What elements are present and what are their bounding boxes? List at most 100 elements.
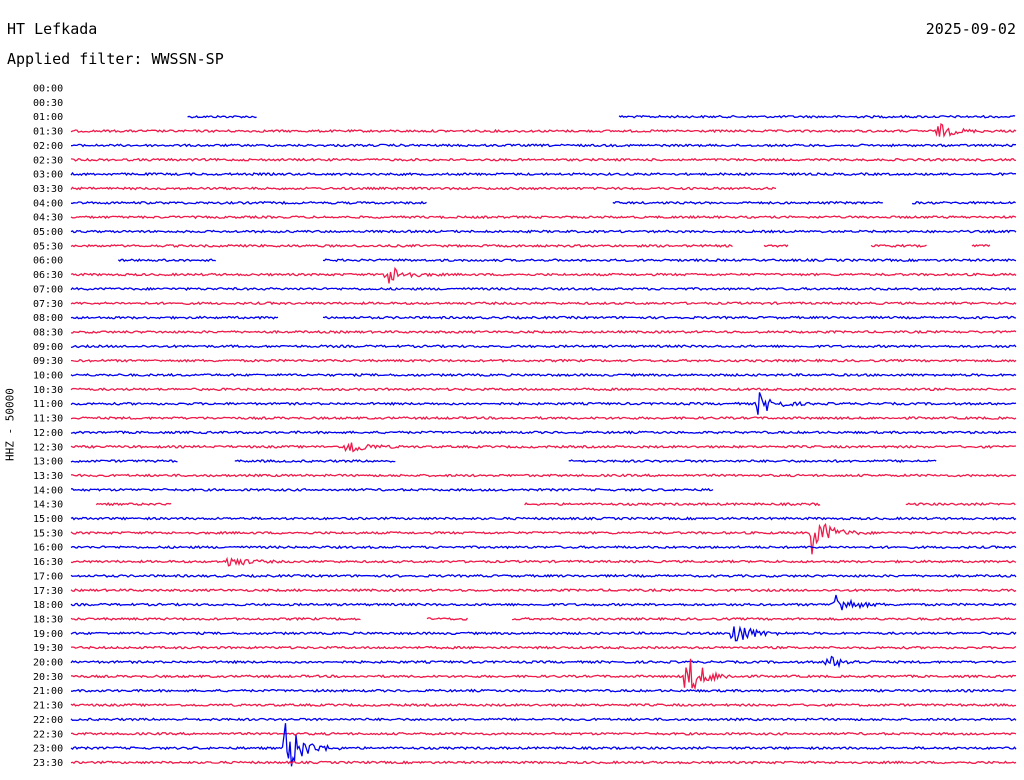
seismic-trace	[70, 556, 1017, 567]
seismic-trace	[70, 658, 1017, 691]
time-label: 02:00	[33, 141, 63, 152]
seismic-trace	[70, 588, 1017, 593]
time-label: 04:30	[33, 213, 63, 224]
seismic-trace	[70, 473, 1017, 478]
seismic-trace	[70, 516, 1017, 521]
seismic-trace	[70, 200, 427, 205]
seismic-trace	[322, 315, 1017, 320]
time-label: 05:30	[33, 241, 63, 252]
time-label: 22:00	[33, 715, 63, 726]
seismic-trace	[70, 171, 1017, 177]
seismic-trace	[70, 392, 1017, 415]
time-label: 21:30	[33, 701, 63, 712]
time-label: 02:30	[33, 155, 63, 166]
seismic-trace	[71, 487, 714, 492]
time-label: 18:30	[33, 614, 63, 625]
seismic-trace	[911, 200, 1016, 205]
seismic-trace	[70, 702, 1016, 708]
station-name: HT Lefkada	[7, 20, 98, 38]
seismic-trace	[70, 594, 1017, 611]
seismic-trace	[70, 655, 1017, 669]
time-label: 00:30	[33, 98, 63, 109]
time-label: 20:00	[33, 658, 63, 669]
time-label: 21:00	[33, 686, 63, 697]
time-label: 16:00	[33, 543, 63, 554]
seismic-trace	[70, 459, 178, 464]
seismic-trace	[70, 286, 1017, 292]
seismic-trace	[511, 616, 1017, 622]
time-label: 13:30	[33, 471, 63, 482]
seismic-trace	[322, 258, 1017, 263]
time-label: 08:00	[33, 313, 63, 324]
time-label: 23:30	[33, 758, 63, 769]
time-label: 17:00	[33, 571, 63, 582]
filter-label: Applied filter: WWSSN-SP	[7, 50, 224, 68]
time-label: 20:30	[33, 672, 63, 683]
time-label: 14:00	[33, 485, 63, 496]
record-date: 2025-09-02	[925, 20, 1016, 38]
time-label: 01:30	[33, 127, 63, 138]
time-label: 09:00	[33, 342, 63, 353]
seismic-trace	[618, 114, 1016, 119]
seismic-trace	[71, 688, 1017, 693]
time-label: 23:00	[33, 744, 63, 755]
seismic-trace	[70, 723, 1017, 767]
seismic-trace	[70, 616, 361, 621]
time-label: 00:00	[33, 84, 63, 95]
seismic-trace	[70, 430, 1017, 435]
seismic-trace	[905, 502, 1016, 507]
seismic-trace	[70, 143, 1017, 148]
time-label: 12:00	[33, 428, 63, 439]
time-label: 07:30	[33, 299, 63, 310]
seismic-trace	[870, 243, 927, 248]
time-label: 19:30	[33, 643, 63, 654]
seismic-trace	[70, 372, 1017, 378]
seismic-trace	[70, 215, 1017, 220]
seismic-trace	[234, 459, 396, 464]
seismic-trace	[70, 522, 1017, 555]
seismic-trace	[612, 200, 883, 205]
seismic-trace	[70, 415, 1017, 421]
time-label: 03:30	[33, 184, 63, 195]
seismic-trace	[70, 157, 1017, 162]
time-label: 18:00	[33, 600, 63, 611]
seismic-trace	[971, 244, 991, 248]
seismic-trace	[568, 459, 937, 464]
seismic-trace	[70, 645, 1017, 650]
time-label: 01:00	[33, 112, 63, 123]
time-label: 10:30	[33, 385, 63, 396]
time-label: 11:00	[33, 399, 63, 410]
seismic-trace	[70, 243, 733, 248]
seismic-trace	[70, 387, 1017, 392]
time-label: 05:00	[33, 227, 63, 238]
seismic-trace	[70, 329, 1017, 335]
time-label: 22:30	[33, 729, 63, 740]
seismic-trace	[524, 502, 821, 507]
seismic-trace	[70, 442, 1017, 453]
seismic-trace	[763, 244, 789, 248]
time-label: 06:30	[33, 270, 63, 281]
seismic-trace	[187, 114, 257, 119]
time-label: 15:00	[33, 514, 63, 525]
seismic-trace	[426, 617, 468, 621]
time-label: 09:30	[33, 356, 63, 367]
time-label: 11:30	[33, 414, 63, 425]
seismic-trace	[70, 625, 1017, 642]
seismic-trace	[70, 545, 1017, 550]
time-label: 04:00	[33, 198, 63, 209]
seismic-trace	[70, 315, 279, 320]
seismic-trace	[70, 301, 1017, 306]
time-label: 13:00	[33, 457, 63, 468]
time-label: 07:00	[33, 284, 63, 295]
seismic-trace	[70, 266, 1017, 284]
time-label: 10:00	[33, 371, 63, 382]
time-label: 08:30	[33, 327, 63, 338]
time-label: 15:30	[33, 528, 63, 539]
seismic-trace	[70, 717, 1017, 722]
time-label: 06:00	[33, 256, 63, 267]
time-label: 12:30	[33, 442, 63, 453]
seismic-trace	[70, 229, 1017, 234]
seismic-trace	[71, 358, 1017, 363]
seismic-trace	[70, 731, 1017, 736]
seismic-trace	[70, 186, 777, 191]
